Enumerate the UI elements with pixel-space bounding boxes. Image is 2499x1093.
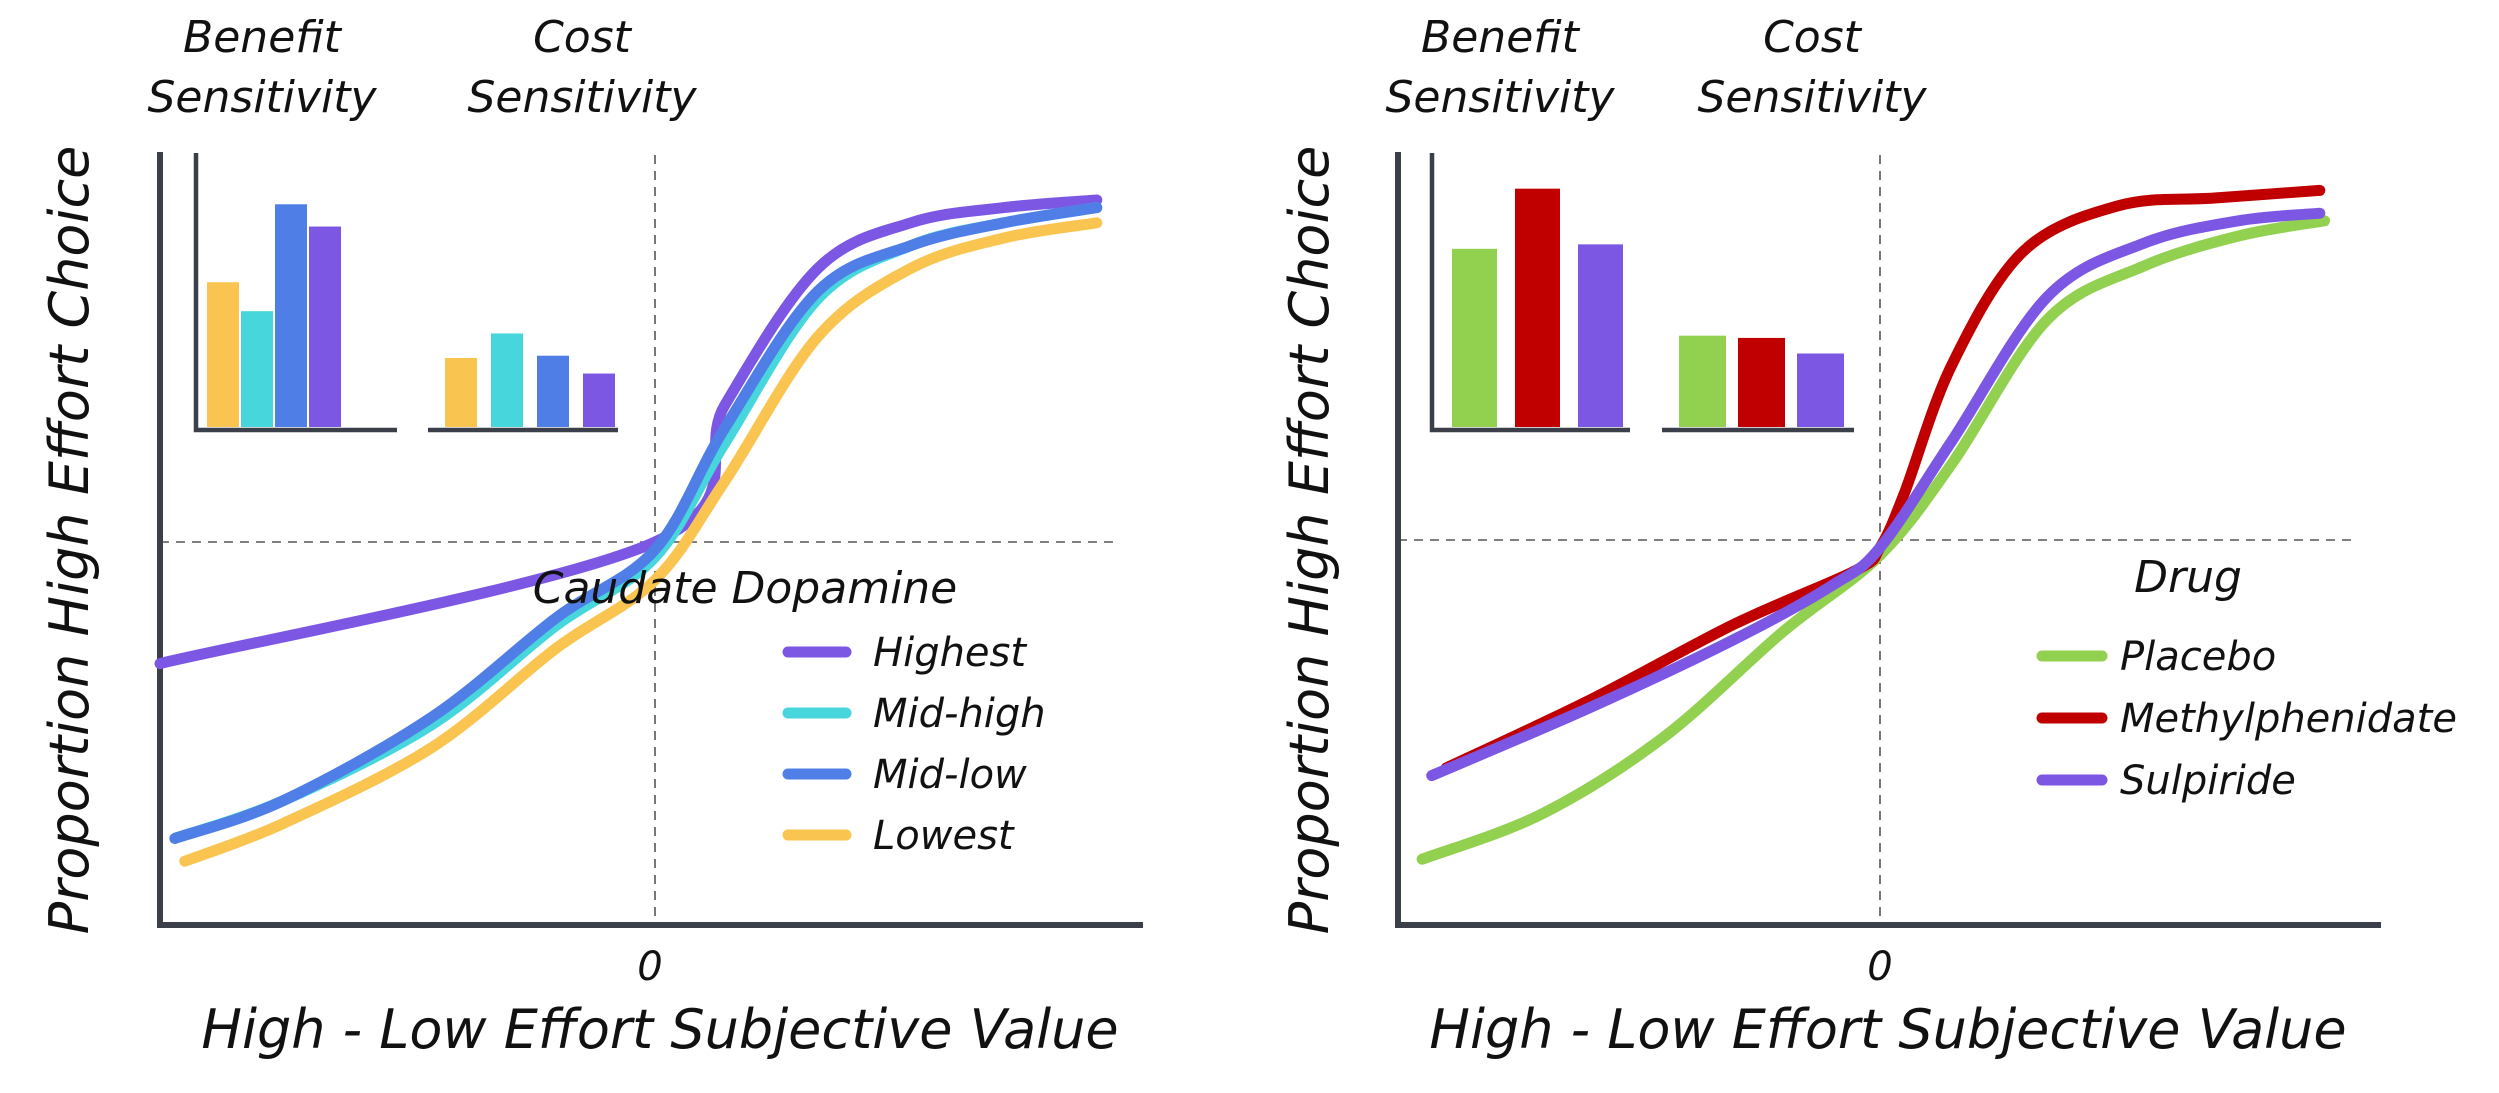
inset-bar-placebo bbox=[1452, 248, 1497, 427]
inset-bar-methylphenidate bbox=[1515, 188, 1560, 427]
legend-title: Caudate Dopamine bbox=[533, 563, 958, 614]
inset-bar-placebo bbox=[1679, 335, 1726, 427]
inset-bar-sulpiride bbox=[1578, 244, 1623, 427]
inset-bar-mid-low bbox=[275, 204, 307, 427]
series-line-methylphenidate bbox=[1440, 184, 2326, 774]
series-line-lowest bbox=[179, 217, 1103, 867]
inset-cost-sensitivity: Cost Sensitivity bbox=[428, 12, 697, 433]
inset-title-line1: Cost bbox=[533, 12, 633, 63]
inset-title-line2: Sensitivity bbox=[467, 72, 697, 123]
inset-axes bbox=[1429, 153, 1630, 433]
main-axes bbox=[157, 152, 1143, 928]
x-axis-label: High - Low Effort Subjective Value bbox=[201, 998, 1118, 1061]
inset-title-line1: Benefit bbox=[1421, 12, 1581, 63]
inset-bar-lowest bbox=[445, 357, 477, 427]
legend-label-mid-low: Mid-low bbox=[873, 752, 1027, 798]
legend-label-sulpiride: Sulpiride bbox=[2120, 758, 2296, 804]
inset-bar-highest bbox=[309, 226, 341, 427]
inset-axes bbox=[193, 153, 397, 433]
inset-bar-sulpiride bbox=[1797, 353, 1844, 427]
legend-label-methylphenidate: Methylphenidate bbox=[2120, 696, 2457, 742]
legend-label-mid-high: Mid-high bbox=[873, 691, 1046, 737]
y-axis-label: Proportion High Effort Choice bbox=[38, 146, 101, 935]
x-tick-label: 0 bbox=[1867, 944, 1892, 990]
main-axes bbox=[1395, 152, 2381, 928]
inset-cost-sensitivity: Cost Sensitivity bbox=[1662, 12, 1927, 433]
series-line-sulpiride bbox=[1426, 207, 2326, 782]
legend-caudate: Caudate Dopamine Highest Mid-high Mid-low Lo… bbox=[533, 563, 1046, 859]
inset-title-line1: Cost bbox=[1763, 12, 1863, 63]
legend-label-lowest: Lowest bbox=[873, 813, 1015, 859]
panel-1: Proportion High Effort Choice High - Low … bbox=[38, 12, 1143, 1061]
legend-label-highest: Highest bbox=[873, 630, 1027, 676]
legend-drug: Drug Placebo Methylphenidate Sulpiride bbox=[2036, 552, 2457, 804]
legend-label-placebo: Placebo bbox=[2120, 634, 2276, 680]
series-line-placebo bbox=[1416, 215, 2330, 865]
inset-bar-lowest bbox=[207, 282, 239, 427]
series-line-mid-low bbox=[169, 202, 1103, 844]
inset-benefit-sensitivity: Benefit Sensitivity bbox=[147, 12, 397, 433]
panel-2: Proportion High Effort Choice High - Low … bbox=[1278, 12, 2457, 1061]
legend-title: Drug bbox=[2134, 552, 2242, 603]
inset-title-line2: Sensitivity bbox=[1697, 72, 1927, 123]
inset-bar-methylphenidate bbox=[1738, 337, 1785, 427]
y-axis-label: Proportion High Effort Choice bbox=[1278, 146, 1341, 935]
inset-title-line2: Sensitivity bbox=[1385, 72, 1615, 123]
inset-title-line1: Benefit bbox=[183, 12, 343, 63]
inset-bar-mid-low bbox=[537, 355, 569, 427]
inset-bar-mid-high bbox=[491, 333, 523, 427]
series-line-highest bbox=[154, 194, 1103, 670]
x-tick-label: 0 bbox=[637, 944, 662, 990]
x-axis-label: High - Low Effort Subjective Value bbox=[1429, 998, 2346, 1061]
inset-benefit-sensitivity: Benefit Sensitivity bbox=[1385, 12, 1630, 433]
inset-bar-mid-high bbox=[241, 311, 273, 427]
inset-title-line2: Sensitivity bbox=[147, 72, 377, 123]
inset-bar-highest bbox=[583, 373, 615, 427]
